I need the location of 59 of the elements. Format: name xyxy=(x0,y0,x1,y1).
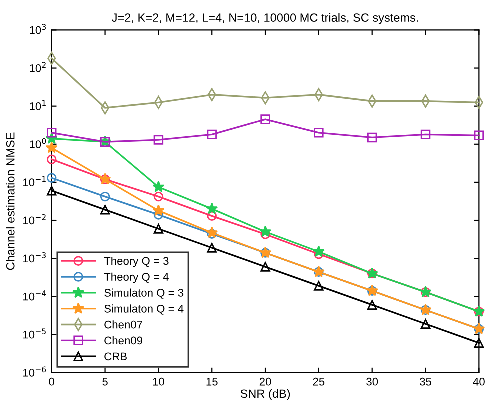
point xyxy=(367,132,378,143)
y-tick-label: 10$^{−1}$ xyxy=(24,176,46,187)
point xyxy=(100,192,110,202)
point xyxy=(260,262,270,272)
point xyxy=(47,154,57,164)
x-tick-label: 30 xyxy=(366,378,378,386)
point xyxy=(312,246,325,258)
y-tick-label: 10$^{2}$ xyxy=(30,62,46,72)
x-tick-label: 20 xyxy=(260,378,272,386)
legend-label: Simulaton Q = 3 xyxy=(104,288,184,299)
x-tick-label: 25 xyxy=(313,378,325,386)
point xyxy=(154,192,164,202)
point xyxy=(154,210,164,220)
point xyxy=(154,135,164,145)
point xyxy=(47,186,57,196)
legend-label: Simulaton Q = 4 xyxy=(104,304,184,315)
point xyxy=(474,130,484,140)
point xyxy=(154,224,164,234)
y-tick-label: 10$^{−2}$ xyxy=(24,214,46,225)
point xyxy=(367,300,378,310)
y-tick-label: 10$^{−6}$ xyxy=(24,366,46,377)
x-axis-title: SNR (dB) xyxy=(240,389,290,400)
point xyxy=(47,173,57,183)
point xyxy=(314,128,324,138)
y-tick-label: 10$^{0}$ xyxy=(30,138,46,148)
point xyxy=(314,281,324,291)
x-tick-label: 0 xyxy=(49,378,55,386)
point xyxy=(206,226,218,238)
point xyxy=(260,114,270,124)
point xyxy=(46,142,58,154)
legend-label: Theory Q = 3 xyxy=(104,256,169,268)
x-tick-label: 10 xyxy=(153,378,164,386)
point xyxy=(260,226,272,238)
legend-label: Chen07 xyxy=(104,320,142,329)
point xyxy=(474,338,484,348)
point xyxy=(207,130,217,140)
point xyxy=(206,202,218,214)
x-tick-label: 5 xyxy=(102,378,108,386)
chart-title: J=2, K=2, M=12, L=4, N=10, 10000 MC trials, SC systems. xyxy=(112,13,418,24)
x-tick-label: 40 xyxy=(473,378,485,386)
x-tick-label: 35 xyxy=(420,378,432,386)
y-tick-label: 10$^{−3}$ xyxy=(24,252,46,263)
y-tick-label: 10$^{3}$ xyxy=(30,24,46,34)
point xyxy=(47,128,57,138)
legend-label: CRB xyxy=(104,352,127,361)
legend-label: Chen09 xyxy=(104,336,142,345)
x-tick-label: 15 xyxy=(206,378,218,386)
point xyxy=(152,180,165,192)
y-tick-label: 10$^{−5}$ xyxy=(24,328,46,339)
y-tick-label: 10$^{−4}$ xyxy=(24,290,46,301)
point xyxy=(420,319,431,329)
point xyxy=(100,205,110,215)
y-tick-label: 10$^{1}$ xyxy=(30,100,46,110)
legend-label: Theory Q = 4 xyxy=(104,272,169,284)
point xyxy=(420,130,431,140)
point xyxy=(152,204,165,216)
point xyxy=(207,211,217,222)
point xyxy=(207,243,217,253)
y-axis-title: Channel estimation NMSE xyxy=(6,132,15,270)
